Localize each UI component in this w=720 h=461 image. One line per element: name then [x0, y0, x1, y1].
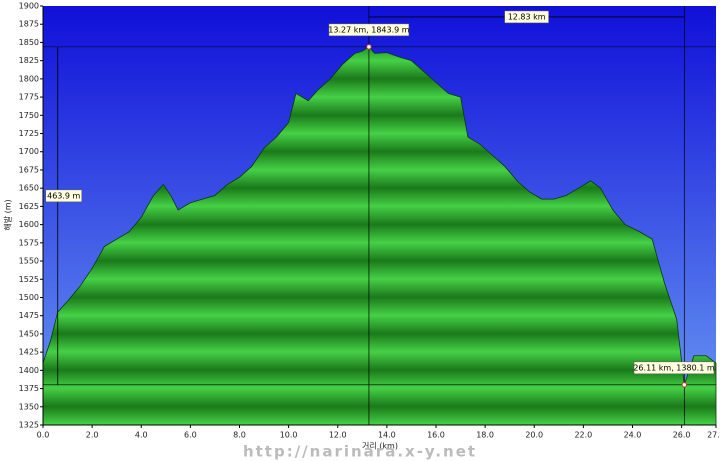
x-tick-label: 16.0	[427, 431, 445, 440]
x-tick-label: 14.0	[378, 431, 396, 440]
y-tick-label: 1650	[19, 184, 39, 193]
x-axis-label: 거리 (km)	[362, 442, 398, 451]
y-tick-label: 1800	[19, 74, 39, 83]
x-tick-label: 24.0	[624, 431, 642, 440]
y-tick-label: 1375	[19, 384, 39, 393]
y-tick-label: 1350	[19, 402, 39, 411]
y-tick-label: 1750	[19, 111, 39, 120]
y-tick-label: 1575	[19, 238, 39, 247]
y-tick-label: 1700	[19, 147, 39, 156]
annotation-box	[45, 189, 82, 203]
y-tick-label: 1525	[19, 275, 39, 284]
y-tick-label: 1675	[19, 165, 39, 174]
y-tick-label: 1850	[19, 38, 39, 47]
x-tick-label: 4.0	[135, 431, 148, 440]
annotation-box	[633, 361, 715, 375]
y-tick-label: 1425	[19, 348, 39, 357]
y-tick-label: 1875	[19, 20, 39, 29]
x-tick-label: 0.0	[37, 431, 50, 440]
y-tick-label: 1400	[19, 366, 39, 375]
x-tick-label: 2.0	[86, 431, 99, 440]
x-tick-label: 26.0	[673, 431, 691, 440]
elevation-area	[42, 46, 717, 426]
y-tick-label: 1500	[19, 293, 39, 302]
y-tick-label: 1625	[19, 202, 39, 211]
watermark: http://narinara.x-y.net	[243, 443, 477, 461]
y-tick-label: 1775	[19, 93, 39, 102]
y-tick-label: 1600	[19, 220, 39, 229]
x-tick-label: 27.4	[707, 431, 720, 440]
y-tick-label: 1725	[19, 129, 39, 138]
x-tick-label: 10.0	[280, 431, 298, 440]
x-tick-label: 20.0	[525, 431, 543, 440]
y-tick-label: 1900	[19, 2, 39, 11]
x-tick-label: 22.0	[574, 431, 592, 440]
y-tick-label: 1325	[19, 421, 39, 430]
point-label: 13.27 km, 1843.9 m	[328, 25, 409, 34]
y-tick-label: 1550	[19, 257, 39, 266]
x-tick-label: 6.0	[184, 431, 197, 440]
point-marker	[681, 382, 688, 388]
y-tick-label: 1825	[19, 56, 39, 65]
x-tick-label: 18.0	[476, 431, 494, 440]
point-label: 26.11 km, 1380.1 m	[633, 363, 714, 372]
x-tick-label: 8.0	[233, 431, 246, 440]
x-tick-label: 12.0	[329, 431, 347, 440]
point-marker	[366, 44, 372, 50]
y-axis-label: 해발 (m)	[3, 199, 13, 230]
annotation-box	[328, 23, 410, 37]
height-label: 463.9 m	[47, 191, 80, 200]
distance-label: 12.83 km	[508, 12, 546, 21]
y-tick-label: 1475	[19, 311, 39, 320]
y-tick-label: 1450	[19, 329, 39, 338]
annotation-box	[504, 10, 549, 24]
